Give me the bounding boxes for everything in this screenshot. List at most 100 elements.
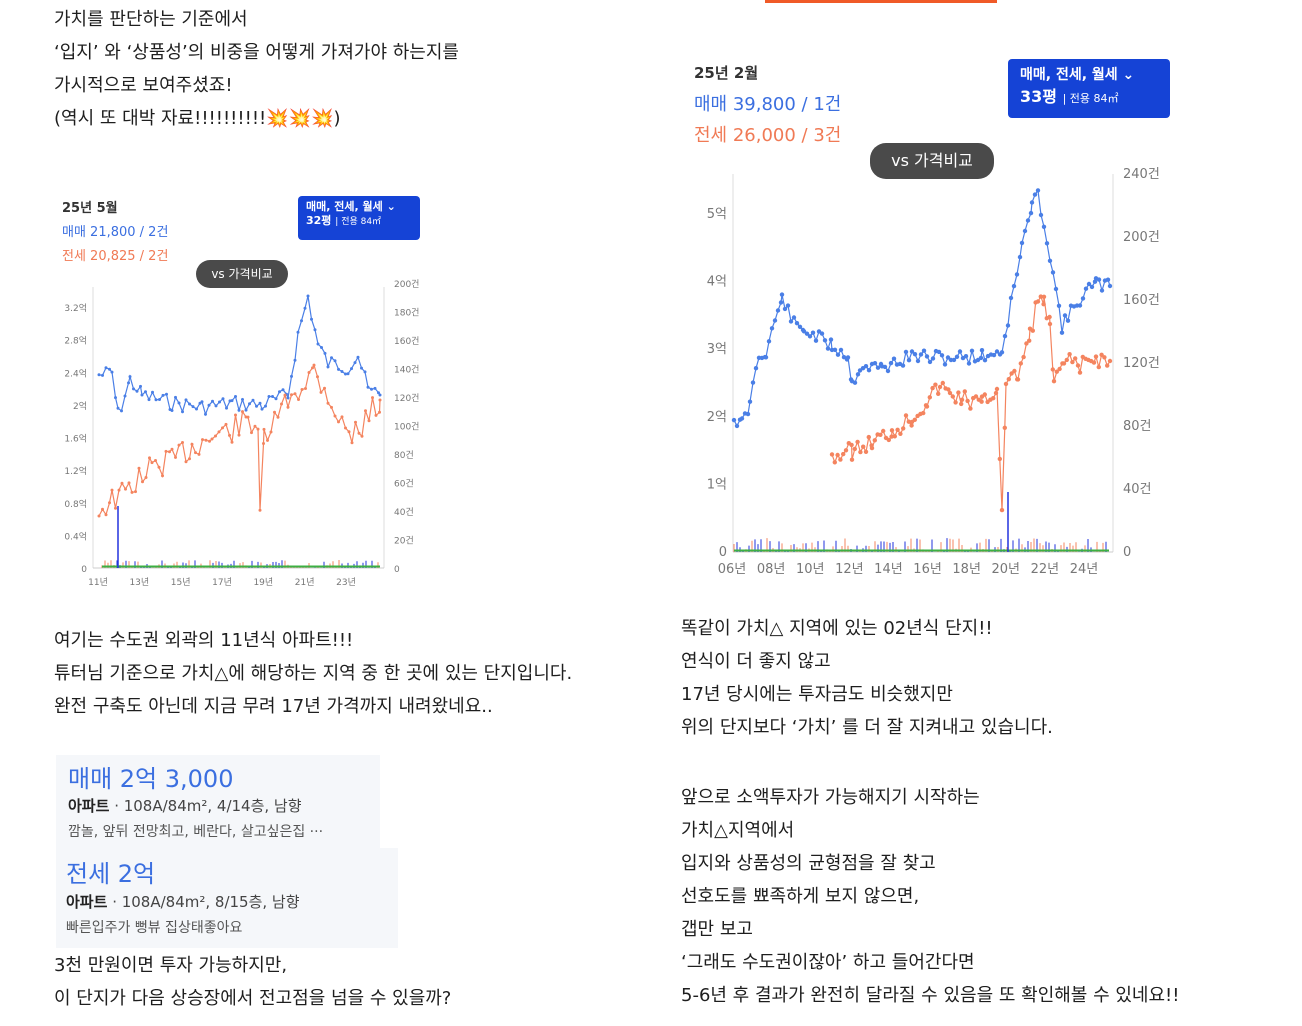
sale-series-point: [1022, 228, 1028, 234]
intro-line: 가치를 판단하는 기준에서: [54, 9, 248, 30]
rent-series-point: [127, 481, 131, 485]
rent-series-point: [347, 430, 351, 434]
rent-series-point: [161, 474, 164, 478]
rent-series-point: [940, 380, 945, 386]
x-tick: 22년: [1031, 562, 1060, 577]
rent-series-point: [221, 426, 224, 430]
trade-type-dropdown[interactable]: 매매, 전세, 월세 ⌄ 32평 | 전용 84㎡: [298, 196, 420, 240]
commentary-line: 여기는 수도권 외곽의 11년식 아파트!!!: [54, 630, 354, 651]
rent-series-point: [286, 405, 290, 409]
trade-type-label: 매매, 전세, 월세 ⌄: [1020, 67, 1135, 83]
rent-series-point: [234, 413, 237, 417]
chart-date: 25년 5월: [62, 201, 118, 216]
rent-series-point: [889, 428, 895, 433]
rent-series-point: [1009, 371, 1014, 376]
rent-series-point: [927, 395, 932, 400]
vs-compare-button[interactable]: vs 가격비교: [196, 260, 288, 288]
rent-series-point: [188, 457, 191, 461]
rent-series-point: [201, 438, 204, 442]
sale-series-point: [797, 324, 803, 329]
rent-series-point: [1038, 294, 1043, 299]
sale-series-point: [1062, 313, 1068, 318]
sale-series-point: [195, 407, 198, 411]
sale-series-point: [147, 398, 151, 402]
sale-series-point: [912, 352, 918, 357]
rent-series-point: [276, 415, 280, 419]
listing-price: 매매 2억 3,000: [68, 765, 234, 793]
commentary-line: 똑같이 가치△ 지역에 있는 02년식 단지!!: [681, 618, 993, 639]
rent-series-point: [194, 451, 197, 455]
sale-series-point: [801, 329, 807, 334]
rent-series-point: [367, 419, 371, 423]
rent-series-point: [861, 444, 866, 449]
vs-compare-button[interactable]: vs 가격비교: [870, 143, 994, 179]
question-line: 이 단지가 다음 상승장에서 전고점을 넘을 수 있을까?: [54, 988, 452, 1009]
rent-series-point: [866, 434, 871, 440]
sale-series-point: [782, 306, 788, 312]
rent-series-point: [1096, 364, 1101, 370]
y-right-tick: 0: [1123, 545, 1131, 560]
commentary-line: 위의 단지보다 ‘가치’ 를 더 잘 지켜내고 있습니다.: [681, 717, 1053, 738]
sale-series-point: [313, 328, 317, 332]
rent-series-point: [901, 426, 906, 431]
rent-series-point: [246, 415, 250, 419]
listing-sale[interactable]: 매매 2억 3,000 아파트 · 108A/84m², 4/14층, 남향 깜…: [56, 755, 380, 848]
rent-series-point: [898, 431, 903, 436]
rent-series-point: [863, 449, 869, 454]
rent-series-point: [843, 448, 849, 453]
rent-series-point: [357, 431, 361, 435]
sale-series-point: [158, 398, 161, 401]
y-left-tick: 0: [719, 545, 727, 560]
rent-series-point: [230, 440, 234, 444]
rent-series-point: [174, 455, 177, 459]
trade-type-dropdown[interactable]: 매매, 전세, 월세 ⌄ 33평 | 전용 84㎡: [1008, 59, 1170, 118]
y-right-tick: 40건: [394, 507, 414, 518]
rent-series-point: [1091, 360, 1097, 365]
rent-series-point: [269, 430, 273, 434]
rent-series-point: [344, 426, 347, 430]
listing-price: 전세 2억: [66, 860, 156, 888]
sale-series-point: [165, 392, 168, 396]
sale-series-point: [763, 355, 769, 360]
x-tick: 17년: [212, 577, 232, 588]
rent-series-point: [157, 465, 161, 469]
sale-series-point: [832, 347, 838, 352]
rent-series-point: [962, 389, 967, 394]
sale-series-point: [211, 399, 214, 403]
rent-series-point: [241, 410, 244, 414]
sale-series-point: [161, 393, 165, 397]
conclusion-line: 앞으로 소액투자가 가능해지기 시작하는: [681, 787, 980, 808]
sale-series-point: [127, 381, 130, 385]
y-left-tick: 2억: [707, 410, 727, 425]
top-accent-bar: [765, 0, 997, 3]
sale-series-point: [822, 338, 828, 343]
sale-series-point: [135, 389, 139, 393]
sale-series-point: [144, 390, 147, 394]
commentary-line: 튜터님 기준으로 가치△에 해당하는 지역 중 한 곳에 있는 단지입니다.: [54, 663, 573, 684]
listing-description: 빠른입주가 뻥뷰 집상태좋아요: [66, 920, 243, 936]
rent-series-point: [895, 427, 900, 432]
intro-line: ‘입지’ 와 ‘상품성’의 비중을 어떻게 가져가야 하는지를: [54, 42, 459, 63]
rent-series-point: [214, 434, 217, 438]
rent-series-point: [912, 417, 917, 422]
conclusion-line: 갭만 보고: [681, 919, 753, 940]
sale-series-point: [323, 351, 327, 355]
rent-series-point: [1021, 354, 1026, 360]
rent-series-point: [300, 388, 304, 391]
rent-series-point: [950, 394, 955, 399]
rent-series-point: [164, 449, 168, 453]
rent-series-point: [892, 434, 897, 439]
sale-series-point: [207, 403, 211, 407]
x-tick: 14년: [874, 562, 903, 577]
sale-series-point: [300, 319, 303, 323]
sale-series-point: [753, 366, 759, 371]
sale-series-point: [225, 406, 228, 410]
sale-series-point: [1096, 277, 1102, 282]
rent-series-point: [946, 387, 951, 392]
y-right-tick: 160건: [394, 336, 419, 347]
listing-rent[interactable]: 전세 2억 아파트 · 108A/84m², 8/15층, 남향 빠른입주가 뻥…: [56, 848, 398, 948]
listing-description: 깜놀, 앞뒤 전망최고, 베란다, 살고싶은집 ···: [68, 824, 324, 840]
sale-series-point: [264, 404, 267, 408]
sale-series-point: [951, 357, 957, 363]
rent-series-point: [841, 451, 846, 457]
